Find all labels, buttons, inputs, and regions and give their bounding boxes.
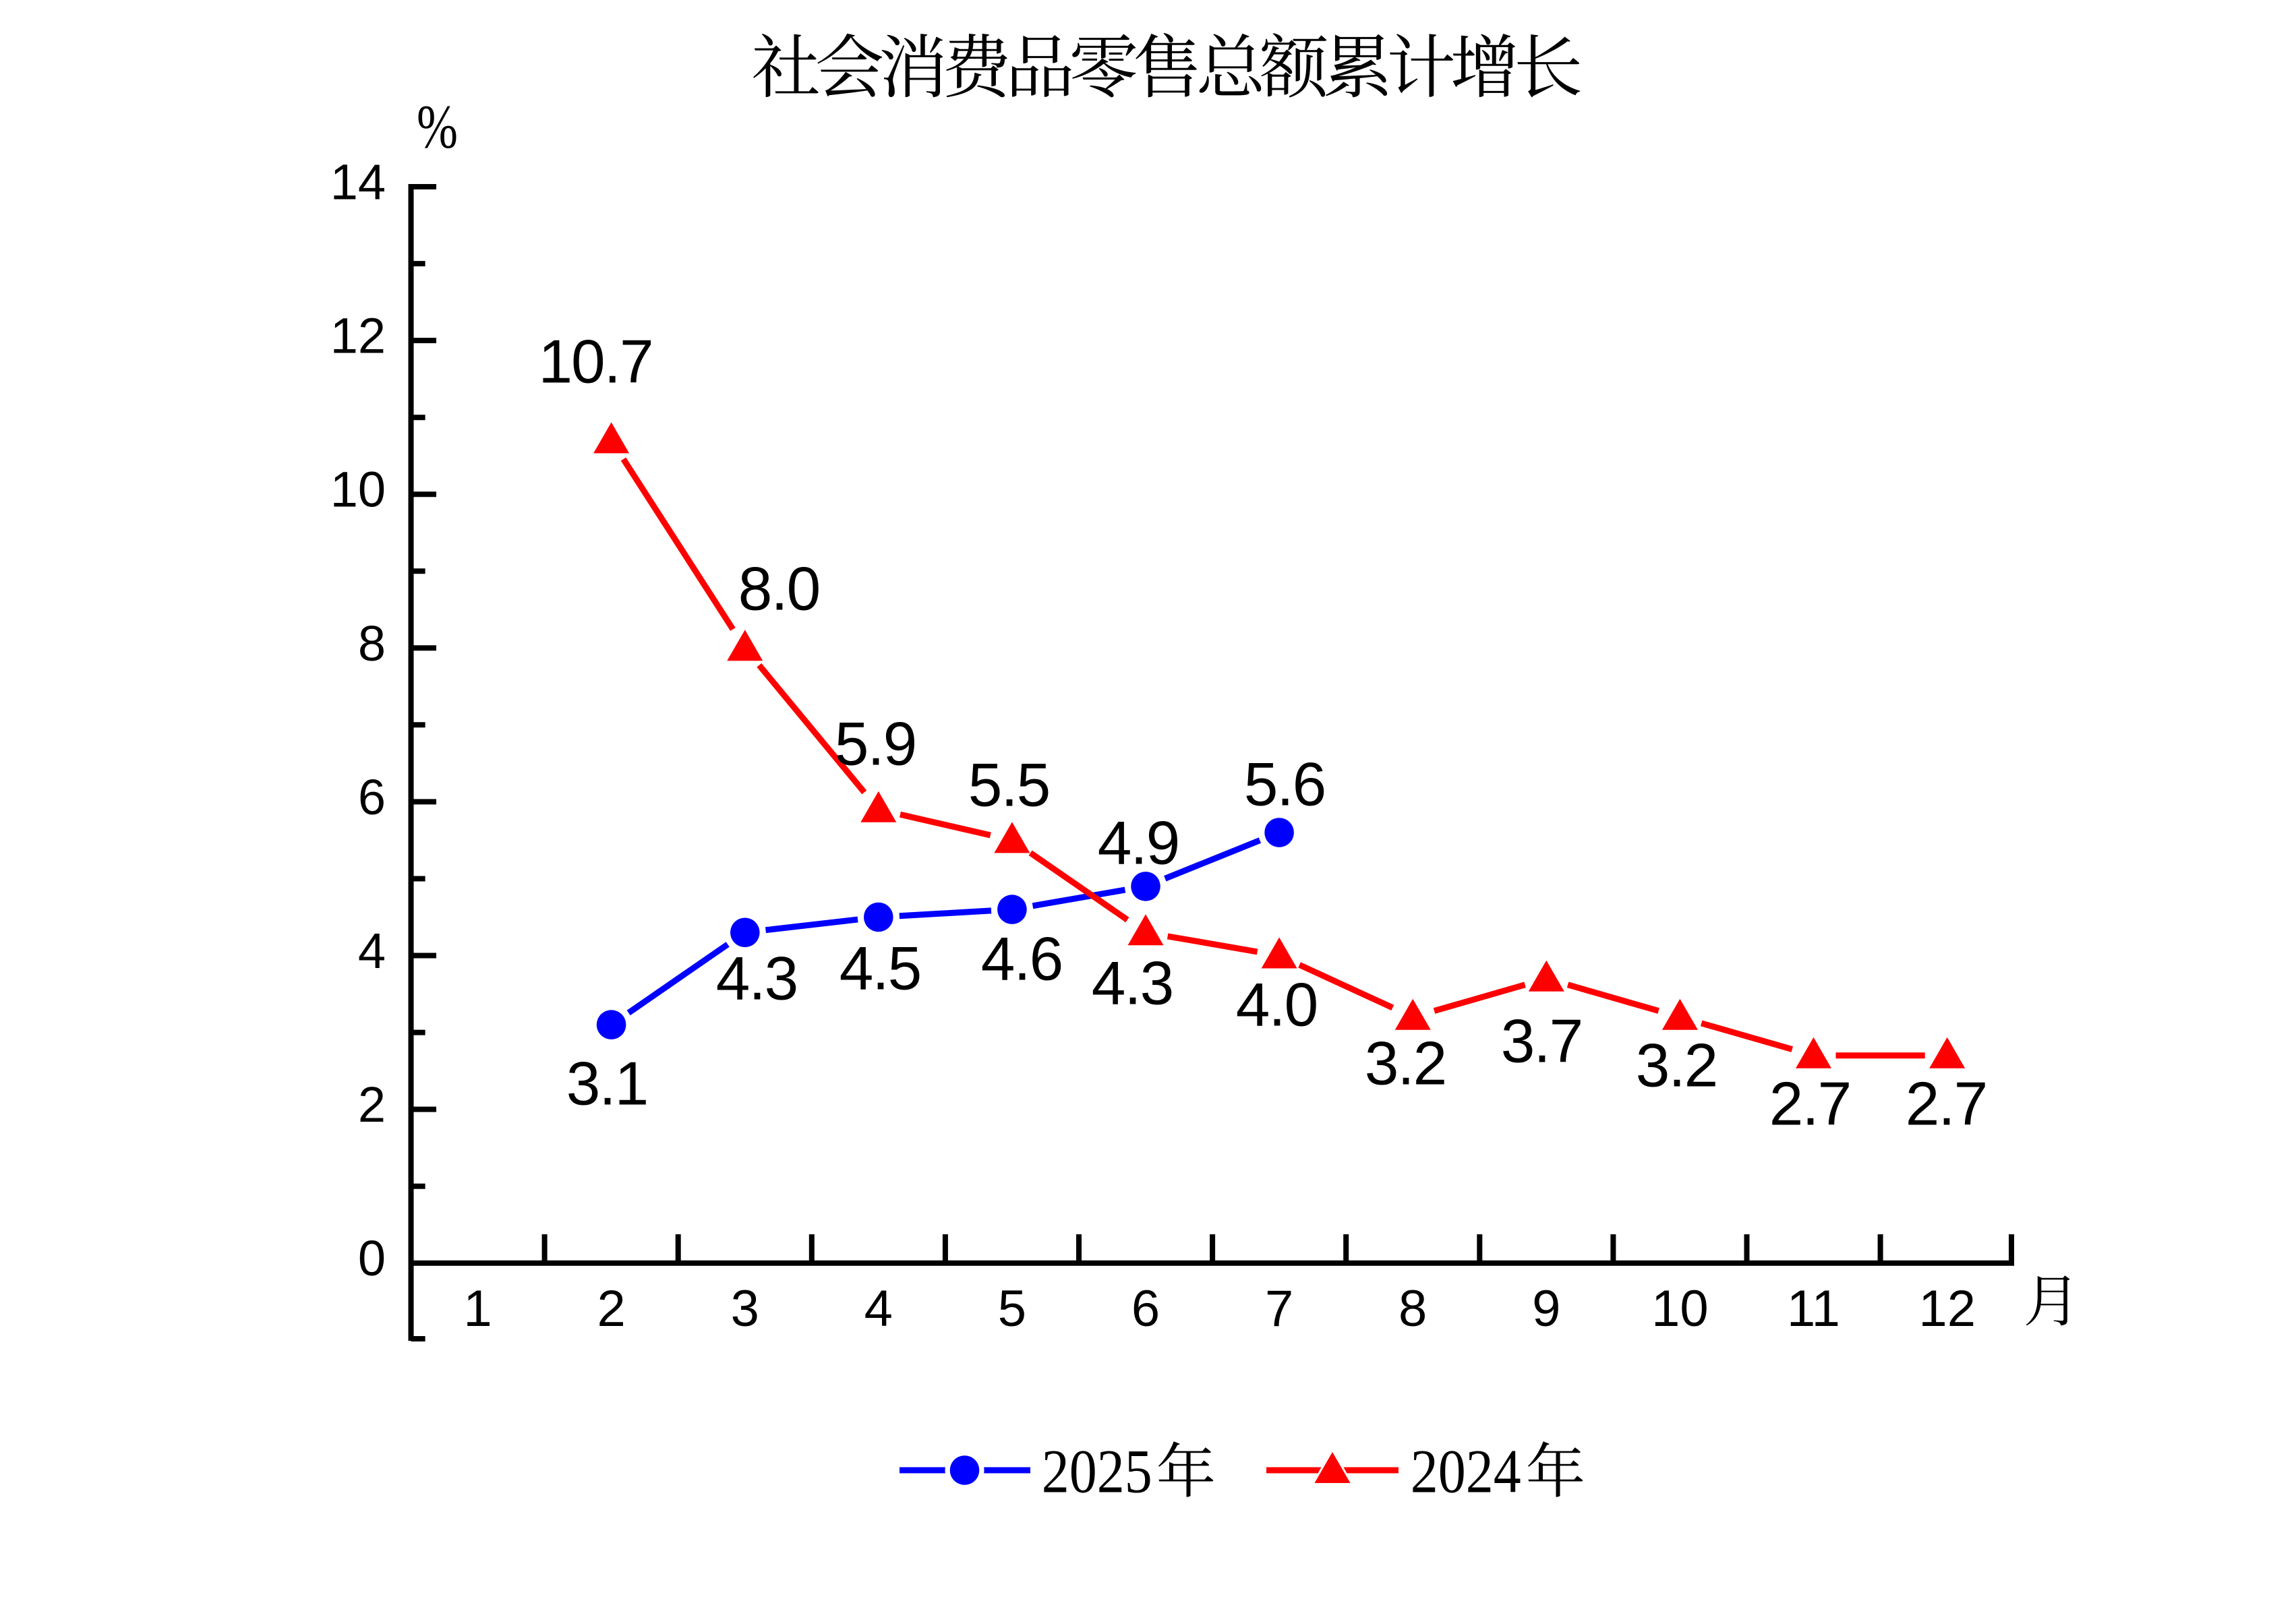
svg-text:4.9: 4.9: [1098, 809, 1179, 877]
svg-text:5.6: 5.6: [1244, 750, 1326, 818]
svg-text:8: 8: [358, 615, 386, 671]
svg-text:0: 0: [358, 1230, 386, 1286]
svg-text:2024: 2024: [1411, 1437, 1521, 1505]
svg-text:2.7: 2.7: [1769, 1070, 1851, 1138]
svg-text:8: 8: [1399, 1280, 1427, 1337]
svg-text:%: %: [417, 92, 458, 161]
svg-text:3.1: 3.1: [566, 1050, 648, 1118]
svg-text:9: 9: [1532, 1280, 1560, 1337]
svg-text:5: 5: [998, 1280, 1026, 1337]
svg-text:5.9: 5.9: [835, 710, 916, 778]
svg-text:4.3: 4.3: [716, 944, 798, 1013]
svg-text:1: 1: [463, 1280, 492, 1337]
svg-text:6: 6: [1131, 1280, 1160, 1337]
svg-text:12: 12: [330, 308, 386, 364]
svg-text:2: 2: [358, 1077, 386, 1132]
svg-text:7: 7: [1265, 1280, 1293, 1337]
svg-text:2.7: 2.7: [1906, 1070, 1987, 1138]
svg-text:4: 4: [358, 923, 386, 979]
svg-text:4.6: 4.6: [981, 925, 1063, 993]
svg-text:4.3: 4.3: [1092, 949, 1173, 1017]
svg-text:10.7: 10.7: [538, 328, 652, 396]
svg-text:14: 14: [330, 154, 386, 210]
svg-text:3.7: 3.7: [1501, 1007, 1583, 1075]
svg-text:10: 10: [1651, 1280, 1709, 1337]
svg-text:8.0: 8.0: [738, 555, 820, 623]
svg-text:12: 12: [1918, 1280, 1976, 1337]
svg-text:4.0: 4.0: [1236, 971, 1318, 1039]
svg-text:3.2: 3.2: [1365, 1029, 1446, 1097]
svg-text:3.2: 3.2: [1636, 1031, 1717, 1099]
svg-text:11: 11: [1787, 1280, 1840, 1337]
svg-text:5.5: 5.5: [968, 751, 1050, 819]
svg-text:10: 10: [330, 462, 386, 518]
svg-text:4.5: 4.5: [840, 934, 921, 1002]
svg-text:6: 6: [358, 769, 386, 825]
svg-text:3: 3: [731, 1280, 759, 1337]
svg-text:4: 4: [864, 1280, 893, 1337]
svg-text:2: 2: [597, 1280, 625, 1337]
svg-text:2025: 2025: [1042, 1437, 1152, 1505]
